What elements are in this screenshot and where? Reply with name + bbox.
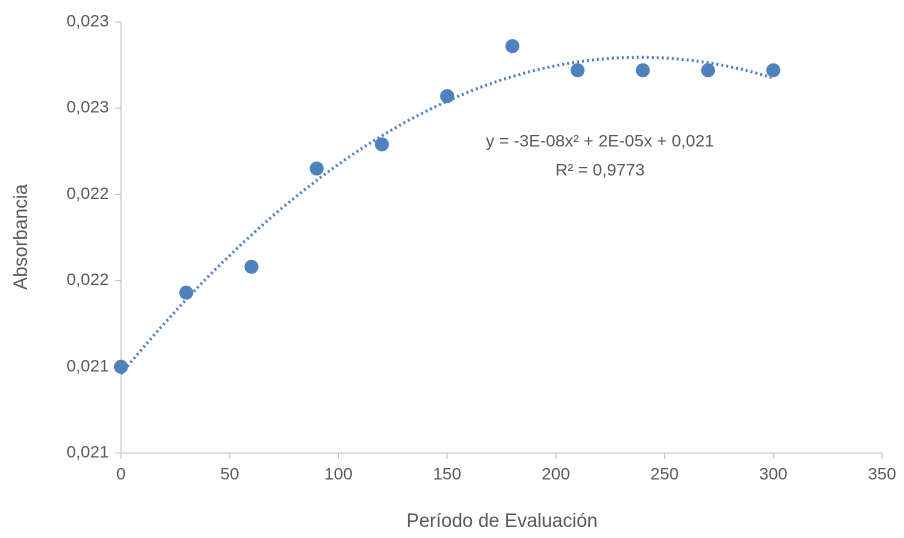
y-tick-label: 0,021: [66, 442, 109, 461]
point: [114, 359, 128, 374]
x-tick-label: 100: [324, 464, 352, 483]
point: [766, 63, 781, 78]
x-tick-label: 200: [542, 464, 570, 483]
point: [505, 39, 520, 54]
point: [244, 259, 259, 274]
x-tick-label: 300: [759, 464, 787, 483]
y-tick-label: 0,022: [66, 184, 109, 203]
y-tick-label: 0,023: [66, 98, 109, 117]
y-tick-label: 0,021: [66, 356, 109, 375]
x-tick-label: 150: [433, 464, 461, 483]
r-squared: R² = 0,9773: [555, 160, 644, 179]
equation: y = -3E-08x² + 2E-05x + 0,021: [486, 131, 714, 150]
point: [440, 89, 455, 104]
y-tick-label: 0,023: [66, 11, 109, 30]
x-tick-label: 250: [650, 464, 678, 483]
point: [701, 63, 716, 78]
x-tick-label: 50: [220, 464, 239, 483]
point: [374, 137, 389, 152]
x-tick-label: 350: [868, 464, 896, 483]
point: [635, 63, 650, 78]
y-axis-title: Absorbancia: [11, 184, 32, 290]
x-axis-title: Período de Evaluación: [406, 511, 597, 532]
trendline: [119, 55, 774, 376]
point: [309, 161, 324, 176]
x-tick-label: 0: [116, 464, 125, 483]
y-tick-label: 0,022: [66, 270, 109, 289]
point: [179, 285, 194, 300]
point: [570, 63, 585, 78]
